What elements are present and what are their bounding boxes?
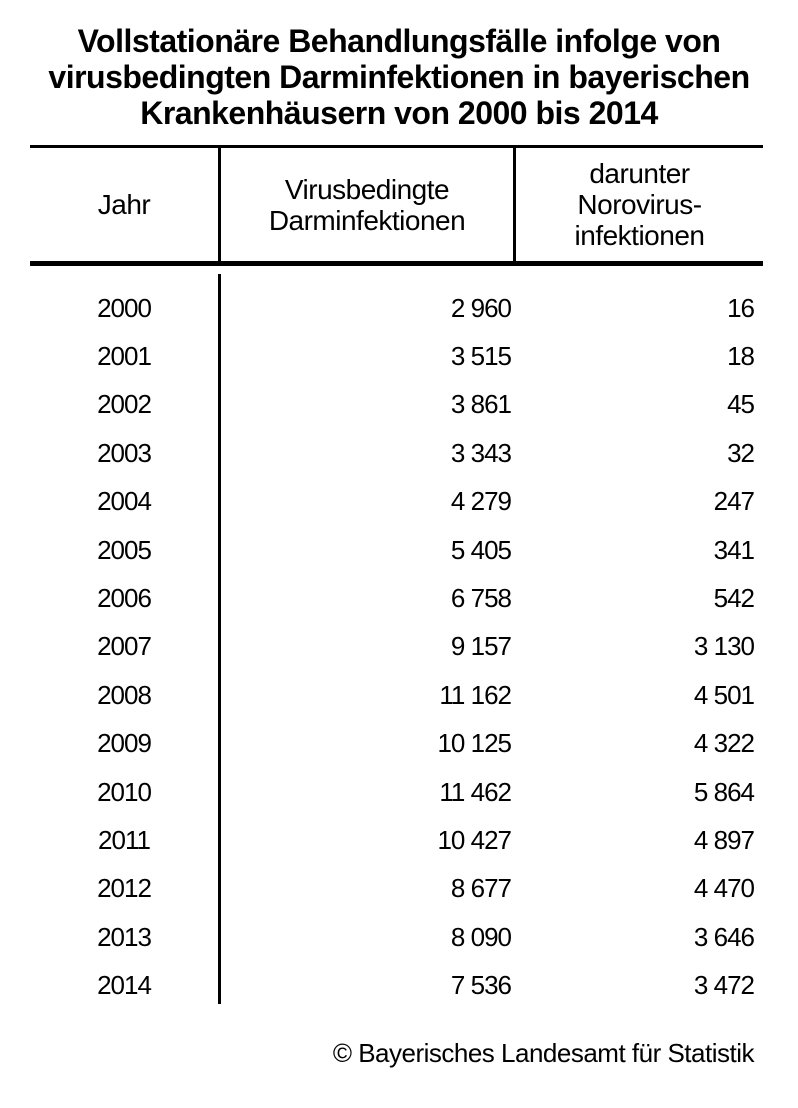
cell-norovirus: 3 646: [693, 921, 755, 952]
cell-infections: 10 427: [437, 824, 512, 855]
table-header-row: Jahr Virusbedingte Darminfektionen darun…: [30, 145, 763, 266]
cell-norovirus: 45: [727, 389, 755, 420]
cell-year: 2000: [97, 292, 152, 323]
cell-year: 2011: [98, 824, 151, 855]
cell-infections: 7 536: [450, 970, 512, 1001]
table-row: 2002 3 861 45: [30, 381, 763, 429]
cell-norovirus: 5 864: [693, 776, 755, 807]
cell-norovirus: 4 897: [693, 824, 755, 855]
table-row: 2012 8 677 4 470: [30, 865, 763, 913]
table-row: 2006 6 758 542: [30, 574, 763, 622]
table-row: 2008 11 162 4 501: [30, 671, 763, 719]
cell-norovirus: 4 322: [693, 728, 755, 759]
cell-year: 2014: [97, 970, 152, 1001]
cell-year: 2007: [97, 631, 152, 662]
column-header-virusbedingte-darminfektionen: Virusbedingte Darminfektionen: [218, 148, 513, 261]
page-title: Vollstationäre Behandlungsfälle infolge …: [48, 23, 750, 131]
cell-norovirus: 542: [713, 583, 755, 614]
cell-year: 2009: [97, 728, 152, 759]
table-row: 2010 11 462 5 864: [30, 768, 763, 816]
copyright-note: © Bayerisches Landesamt für Statistik: [332, 1037, 755, 1068]
cell-year: 2006: [97, 583, 152, 614]
cell-infections: 6 758: [450, 583, 512, 614]
cell-norovirus: 32: [727, 437, 755, 468]
data-table: Jahr Virusbedingte Darminfektionen darun…: [30, 145, 763, 1010]
cell-norovirus: 341: [713, 534, 755, 565]
table-row: 2011 10 427 4 897: [30, 816, 763, 864]
cell-year: 2002: [97, 389, 152, 420]
cell-norovirus: 247: [713, 486, 755, 517]
cell-year: 2005: [97, 534, 152, 565]
column-header-jahr: Jahr: [97, 189, 151, 220]
cell-year: 2013: [97, 921, 152, 952]
table-row: 2004 4 279 247: [30, 478, 763, 526]
cell-infections: 2 960: [450, 292, 512, 323]
table-row: 2014 7 536 3 472: [30, 961, 763, 1009]
cell-year: 2003: [97, 437, 152, 468]
table-row: 2007 9 157 3 130: [30, 623, 763, 671]
table-row: 2009 10 125 4 322: [30, 720, 763, 768]
cell-year: 2012: [97, 873, 152, 904]
cell-norovirus: 4 470: [693, 873, 755, 904]
table-row: 2013 8 090 3 646: [30, 913, 763, 961]
cell-infections: 10 125: [437, 728, 512, 759]
cell-infections: 8 677: [450, 873, 512, 904]
cell-infections: 11 162: [439, 679, 512, 710]
cell-norovirus: 18: [727, 341, 755, 372]
table-row: 2000 2 960 16: [30, 284, 763, 332]
cell-norovirus: 3 130: [693, 631, 755, 662]
cell-norovirus: 3 472: [693, 970, 755, 1001]
cell-infections: 11 462: [439, 776, 512, 807]
table-row: 2005 5 405 341: [30, 526, 763, 574]
cell-year: 2010: [97, 776, 152, 807]
column-header-darunter-norovirusinfektionen: darunter Norovirus- infektionen: [513, 148, 763, 261]
table-row: 2001 3 515 18: [30, 332, 763, 380]
cell-year: 2008: [97, 679, 152, 710]
column-divider-line: [218, 274, 221, 1004]
cell-norovirus: 16: [727, 292, 755, 323]
cell-infections: 8 090: [450, 921, 512, 952]
cell-year: 2004: [97, 486, 152, 517]
cell-infections: 3 343: [450, 437, 512, 468]
cell-infections: 5 405: [450, 534, 512, 565]
table-row: 2003 3 343 32: [30, 429, 763, 477]
cell-infections: 3 861: [450, 389, 512, 420]
cell-infections: 9 157: [450, 631, 512, 662]
cell-infections: 3 515: [450, 341, 512, 372]
cell-year: 2001: [97, 341, 152, 372]
cell-norovirus: 4 501: [693, 679, 755, 710]
cell-infections: 4 279: [450, 486, 512, 517]
table-body: 2000 2 960 16 2001 3 515 18 2002 3 861 4…: [30, 266, 763, 1010]
